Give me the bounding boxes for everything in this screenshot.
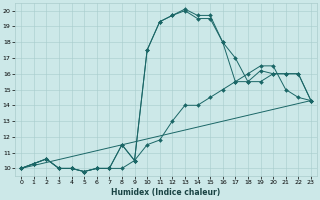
- X-axis label: Humidex (Indice chaleur): Humidex (Indice chaleur): [111, 188, 221, 197]
